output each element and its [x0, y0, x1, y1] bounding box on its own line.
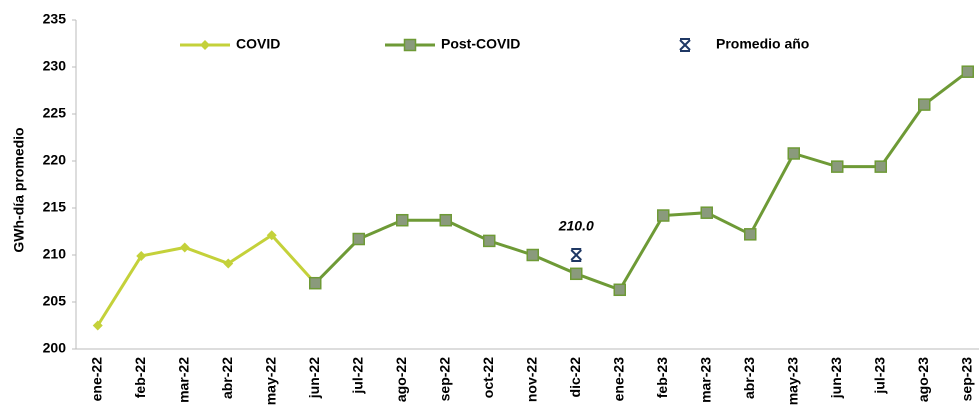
x-tick-label: jun-22 [306, 357, 322, 399]
line [96, 233, 317, 327]
marker [309, 276, 322, 290]
marker [874, 160, 887, 173]
legend-marker [403, 38, 417, 52]
marker [92, 320, 103, 331]
x-tick-label: ago-22 [393, 357, 409, 402]
x-tick-label: nov-22 [523, 357, 539, 402]
x-tick-label: mar-22 [175, 357, 191, 403]
y-tick-label: 200 [43, 340, 67, 356]
x-tick-label: may-23 [784, 357, 800, 405]
x-tick-label: oct-22 [480, 357, 496, 398]
marker [657, 209, 670, 222]
marker [570, 267, 583, 281]
line [314, 70, 969, 292]
x-tick-label: feb-22 [132, 357, 148, 398]
x-tick-label: ene-22 [88, 357, 104, 402]
x-tick-label: jul-22 [349, 357, 365, 395]
marker [613, 283, 626, 297]
x-tick-label: sep-23 [958, 357, 974, 402]
x-tick-label: sep-22 [436, 357, 452, 402]
marker [223, 258, 234, 269]
marker [483, 234, 496, 248]
marker [266, 230, 277, 241]
x-tick-label: jun-23 [828, 357, 844, 399]
y-tick-label: 210 [43, 246, 67, 262]
x-tick-label: ene-23 [610, 357, 626, 402]
legend-marker [679, 38, 691, 52]
x-tick-label: ago-23 [915, 357, 931, 402]
marker [439, 213, 452, 227]
marker [700, 206, 713, 219]
marker [961, 65, 974, 78]
x-tick-label: may-22 [262, 357, 278, 405]
y-tick-label: 225 [43, 105, 67, 121]
x-tick-label: abr-22 [219, 357, 235, 399]
marker [526, 248, 539, 262]
y-tick-label: 235 [43, 11, 67, 27]
x-tick-label: jul-23 [871, 357, 887, 395]
legend-label: Post-COVID [441, 36, 520, 52]
legend-item: Promedio año [679, 36, 809, 52]
y-tick-label: 215 [43, 199, 67, 215]
marker [918, 98, 931, 111]
data-label: 210.0 [558, 218, 594, 234]
x-tick-label: mar-23 [697, 357, 713, 403]
marker [396, 213, 409, 227]
marker [787, 147, 800, 160]
legend-label: COVID [236, 36, 280, 52]
y-tick-label: 205 [43, 293, 67, 309]
marker [831, 160, 844, 173]
y-tick-label: 220 [43, 152, 67, 168]
y-tick-label: 230 [43, 58, 67, 74]
marker [744, 228, 757, 241]
marker [352, 232, 365, 246]
legend-item: COVID [180, 36, 280, 52]
x-tick-label: dic-22 [567, 357, 583, 398]
legend-marker [200, 40, 210, 50]
x-tick-label: abr-23 [741, 357, 757, 399]
y-axis-label: GWh-día promedio [11, 127, 27, 252]
marker [570, 248, 582, 262]
marker [136, 250, 147, 261]
marker [179, 242, 190, 253]
legend-item: Post-COVID [385, 36, 520, 52]
legend-label: Promedio año [716, 36, 809, 52]
x-tick-label: feb-23 [654, 357, 670, 398]
